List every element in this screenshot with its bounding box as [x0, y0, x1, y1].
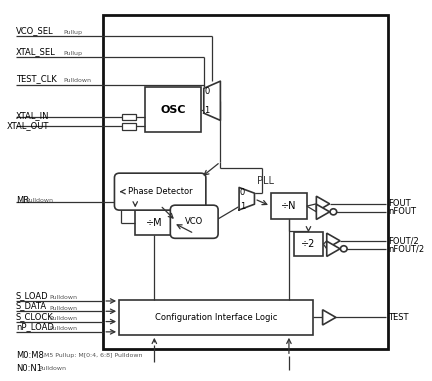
Bar	[119, 173, 276, 271]
Polygon shape	[327, 241, 340, 256]
Text: ÷N: ÷N	[281, 201, 297, 211]
Text: Pullup: Pullup	[63, 51, 82, 56]
Text: Configuration Interface Logic: Configuration Interface Logic	[155, 313, 277, 322]
Text: 1: 1	[204, 106, 210, 115]
Text: OSC: OSC	[160, 105, 186, 115]
Bar	[135, 210, 173, 235]
Text: S_CLOCK: S_CLOCK	[16, 312, 54, 321]
Text: ÷M: ÷M	[146, 218, 162, 228]
Text: S_LOAD: S_LOAD	[16, 291, 49, 300]
Text: XTAL_IN: XTAL_IN	[16, 111, 49, 120]
Bar	[119, 300, 313, 335]
Text: Pulldown: Pulldown	[49, 326, 77, 331]
Polygon shape	[316, 204, 330, 219]
Text: VCO_SEL: VCO_SEL	[16, 26, 54, 35]
Polygon shape	[323, 310, 336, 325]
Text: Pulldown: Pulldown	[49, 295, 77, 300]
Text: MR: MR	[16, 196, 29, 205]
Bar	[122, 114, 136, 120]
Text: M5 Pullup: M[0:4, 6:8] Pulldown: M5 Pullup: M[0:4, 6:8] Pulldown	[44, 352, 142, 358]
Text: XTAL_OUT: XTAL_OUT	[7, 121, 49, 130]
Text: nFOUT: nFOUT	[388, 207, 416, 216]
Text: VCO: VCO	[185, 217, 203, 226]
Text: TEST: TEST	[388, 313, 408, 322]
Text: S_DATA: S_DATA	[16, 301, 47, 311]
Text: FOUT/2: FOUT/2	[388, 236, 419, 245]
Text: 1: 1	[240, 202, 245, 211]
Bar	[145, 87, 201, 132]
Text: Pulldown: Pulldown	[49, 306, 77, 311]
Text: Pulldown: Pulldown	[49, 316, 77, 321]
Text: Pulldown: Pulldown	[39, 366, 67, 371]
Text: Pulldown: Pulldown	[25, 198, 54, 203]
Text: Pullup: Pullup	[63, 30, 82, 35]
Text: TEST_CLK: TEST_CLK	[16, 74, 57, 83]
Text: M0:M8: M0:M8	[16, 351, 44, 360]
Polygon shape	[239, 187, 254, 210]
Text: FOUT: FOUT	[388, 199, 410, 208]
Polygon shape	[204, 81, 220, 120]
Text: XTAL_SEL: XTAL_SEL	[16, 46, 56, 56]
Circle shape	[340, 246, 347, 252]
Text: ÷2: ÷2	[301, 239, 316, 249]
Polygon shape	[316, 196, 330, 211]
FancyBboxPatch shape	[170, 205, 218, 239]
Text: nFOUT/2: nFOUT/2	[388, 244, 424, 253]
Text: 0: 0	[204, 87, 210, 96]
Text: nP_LOAD: nP_LOAD	[16, 322, 54, 331]
FancyBboxPatch shape	[114, 173, 206, 210]
Polygon shape	[327, 233, 340, 248]
Text: PLL: PLL	[257, 176, 274, 186]
Text: Phase Detector: Phase Detector	[128, 187, 193, 196]
Circle shape	[330, 209, 337, 215]
Text: 0: 0	[240, 187, 245, 197]
Text: Pulldown: Pulldown	[63, 78, 91, 83]
Bar	[122, 123, 136, 130]
Bar	[293, 232, 324, 256]
Bar	[271, 193, 307, 219]
Text: N0:N1: N0:N1	[16, 364, 42, 373]
Bar	[103, 15, 388, 349]
